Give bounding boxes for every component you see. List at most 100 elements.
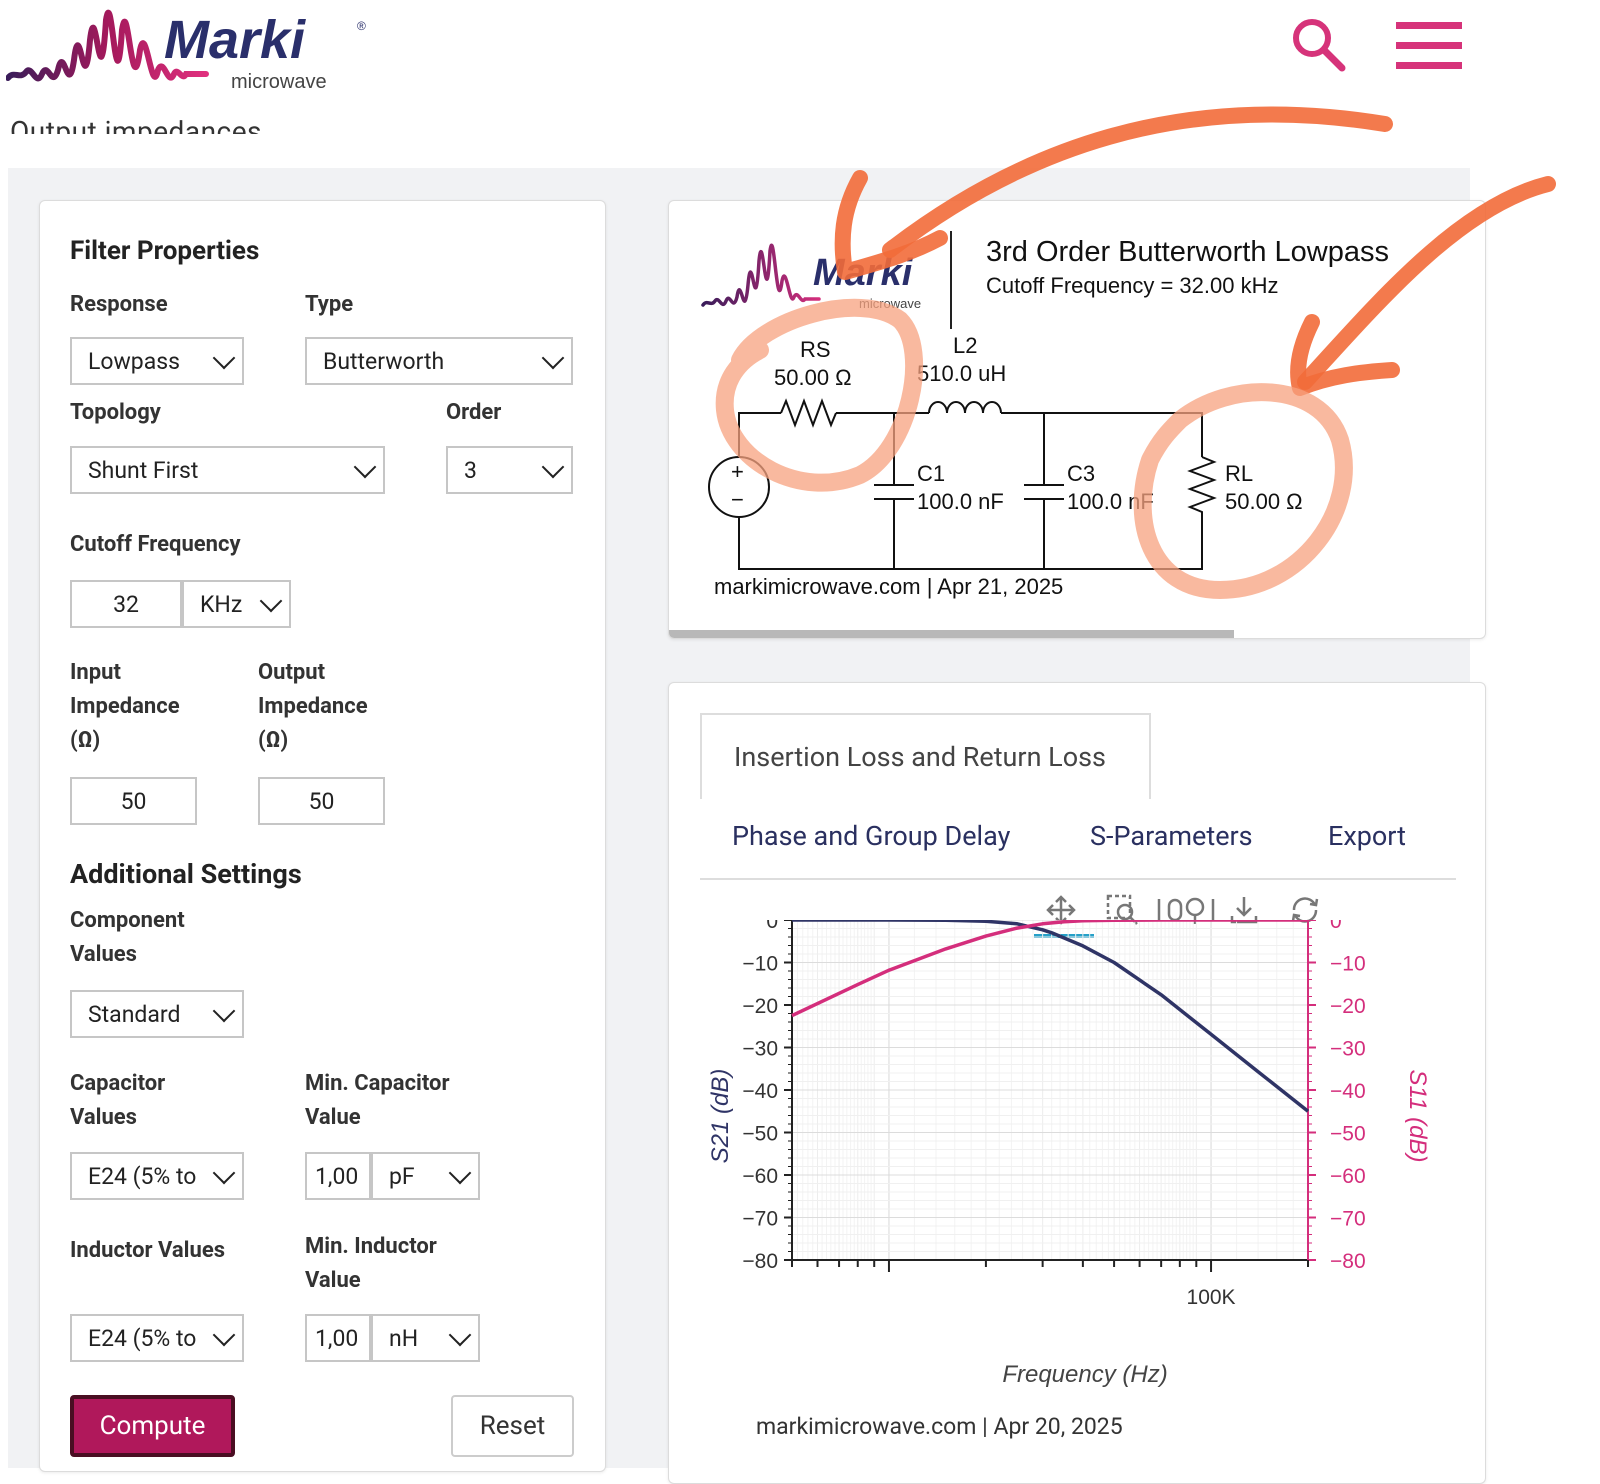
marki-logo[interactable]: Marki ® microwave <box>6 0 386 115</box>
min-capacitor-unit-value: pF <box>389 1162 415 1190</box>
y-tick-label: −80 <box>742 1250 778 1273</box>
min-capacitor-unit-select[interactable]: pF <box>371 1152 480 1200</box>
c1-value: 100.0 nF <box>917 489 1004 514</box>
series-line-s21 <box>792 920 1310 1113</box>
y-tick-label: −10 <box>742 953 778 976</box>
chevron-down-icon <box>212 999 236 1023</box>
tab-phase-group-delay[interactable]: Phase and Group Delay <box>732 820 1011 852</box>
cutoff-unit-value: KHz <box>200 590 243 618</box>
source-minus: − <box>731 487 744 512</box>
chevron-down-icon <box>259 589 283 613</box>
schematic-subtitle: Cutoff Frequency = 32.00 kHz <box>986 273 1278 298</box>
component-values-select-value: Standard <box>88 1000 181 1028</box>
output-impedance-label-line1: Output <box>258 660 326 685</box>
input-impedance-label-line2: Impedance <box>70 694 180 719</box>
additional-settings-title: Additional Settings <box>70 858 302 890</box>
cutoff-frequency-input[interactable]: 32 <box>70 580 182 628</box>
source-plus: + <box>731 459 744 484</box>
capacitor-values-label-line1: Capacitor <box>70 1071 166 1096</box>
tab-insertion-loss[interactable]: Insertion Loss and Return Loss <box>700 713 1151 799</box>
inductor-values-label: Inductor Values <box>70 1238 226 1263</box>
input-impedance-label-line1: Input <box>70 660 121 685</box>
logo-wave <box>6 9 209 82</box>
chevron-down-icon <box>353 455 377 479</box>
resistor-rl <box>1187 456 1217 513</box>
c3-value: 100.0 nF <box>1067 489 1154 514</box>
capacitor-values-label-line2: Values <box>70 1105 137 1130</box>
component-values-label-line1: Component <box>70 908 185 933</box>
pan-active-indicator <box>1034 934 1094 938</box>
schematic-logo-brand: Marki <box>813 252 914 294</box>
chevron-down-icon <box>541 346 565 370</box>
schematic-card: Marki microwave 3rd Order Butterworth Lo… <box>668 200 1486 639</box>
capacitor-values-select-value: E24 (5% to <box>88 1162 197 1190</box>
order-select-value: 3 <box>464 456 477 484</box>
min-inductor-unit-select[interactable]: nH <box>371 1314 480 1362</box>
chevron-down-icon <box>212 346 236 370</box>
schematic-scrollbar <box>669 630 1234 638</box>
l2-name: L2 <box>953 333 977 358</box>
rs-value: 50.00 Ω <box>774 365 852 390</box>
chart-y-axis-label: S21 (dB) <box>707 1069 734 1164</box>
y-tick-label: −70 <box>742 1208 778 1231</box>
y-tick-label: 0 <box>766 920 778 933</box>
cutoff-frequency-label: Cutoff Frequency <box>70 532 241 557</box>
chevron-down-icon <box>212 1161 236 1185</box>
min-inductor-unit-value: nH <box>389 1324 419 1352</box>
schematic-title: 3rd Order Butterworth Lowpass <box>986 236 1389 268</box>
y-tick-label: −20 <box>742 995 778 1018</box>
topology-select[interactable]: Shunt First <box>70 446 385 494</box>
type-select-value: Butterworth <box>323 347 445 375</box>
y-tick-label: −50 <box>742 1123 778 1146</box>
response-select-value: Lowpass <box>88 347 180 375</box>
min-capacitor-input[interactable]: 1,00 <box>305 1152 371 1200</box>
component-values-select[interactable]: Standard <box>70 990 244 1038</box>
hamburger-menu-icon[interactable] <box>1396 22 1462 70</box>
y2-tick-label: −50 <box>1330 1123 1366 1146</box>
min-inductor-label-line1: Min. Inductor <box>305 1234 437 1259</box>
output-impedance-label-line2: Impedance <box>258 694 368 719</box>
resistor-rs <box>780 398 837 428</box>
schematic-logo-wave <box>701 243 821 307</box>
schematic-logo-sub: microwave <box>859 296 921 311</box>
response-select[interactable]: Lowpass <box>70 337 244 385</box>
inductor-values-select-value: E24 (5% to <box>88 1324 197 1352</box>
output-impedance-input[interactable]: 50 <box>258 777 385 825</box>
rl-value: 50.00 Ω <box>1225 489 1303 514</box>
component-values-label-line2: Values <box>70 942 137 967</box>
capacitor-values-select[interactable]: E24 (5% to <box>70 1152 244 1200</box>
cut-off-description-text: Output impedances. <box>10 115 270 134</box>
rs-name: RS <box>800 337 831 362</box>
capacitor-c1 <box>874 484 914 500</box>
rl-name: RL <box>1225 461 1253 486</box>
y2-tick-label: −10 <box>1330 953 1366 976</box>
logo-brand-text: Marki <box>164 10 306 70</box>
inductor-l2 <box>928 401 1002 414</box>
type-label: Type <box>305 292 354 317</box>
inductor-values-select[interactable]: E24 (5% to <box>70 1314 244 1362</box>
reset-button[interactable]: Reset <box>451 1395 574 1457</box>
tab-export[interactable]: Export <box>1328 820 1406 852</box>
series-line-s11 <box>791 920 1308 1018</box>
x-tick-label: 100K <box>1187 1286 1236 1309</box>
y2-tick-label: −80 <box>1330 1250 1366 1273</box>
cutoff-unit-select[interactable]: KHz <box>182 580 291 628</box>
tab-s-parameters[interactable]: S-Parameters <box>1090 820 1253 852</box>
c3-name: C3 <box>1067 461 1095 486</box>
min-inductor-input[interactable]: 1,00 <box>305 1314 371 1362</box>
input-impedance-input[interactable]: 50 <box>70 777 197 825</box>
c1-name: C1 <box>917 461 945 486</box>
type-select[interactable]: Butterworth <box>305 337 573 385</box>
order-select[interactable]: 3 <box>446 446 573 494</box>
schematic-diagram: Marki microwave 3rd Order Butterworth Lo… <box>669 231 1389 638</box>
order-label: Order <box>446 400 502 425</box>
plot-footer: markimicrowave.com | Apr 20, 2025 <box>756 1413 1123 1440</box>
output-impedance-label-line3: (Ω) <box>258 728 289 753</box>
filter-properties-card <box>39 200 606 1472</box>
download-icon[interactable] <box>1228 894 1260 926</box>
search-icon[interactable] <box>1290 16 1348 74</box>
y2-tick-label: −40 <box>1330 1080 1366 1103</box>
chart-y2-axis-label: S11 (dB) <box>1404 1070 1431 1163</box>
y2-tick-label: −60 <box>1330 1165 1366 1188</box>
tab-divider <box>700 878 1456 880</box>
